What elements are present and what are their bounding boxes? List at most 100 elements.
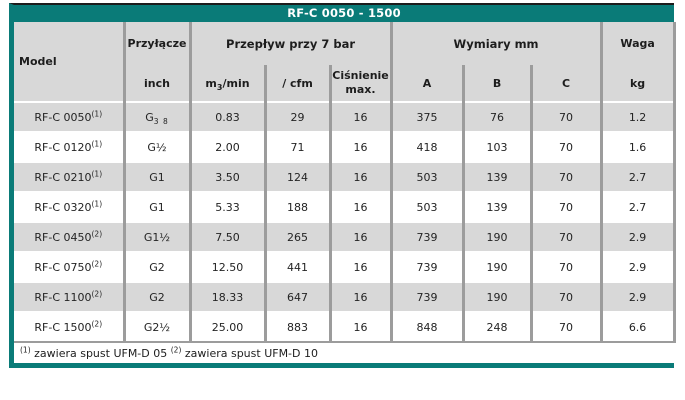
- table-row: RF-C 1500(2) G2½ 25.00 883 16 848 248 70 6.6: [14, 311, 676, 343]
- cell-model: RF-C 1500(2): [14, 311, 124, 343]
- cell-dim-c: 70: [529, 281, 602, 312]
- table-row: RF-C 0120(1) G½ 2.00 71 16 418 103 70 1.6: [14, 131, 676, 162]
- column-header-c: C: [529, 65, 602, 102]
- cell-weight-kg: 2.9: [599, 251, 676, 282]
- cell-cfm: 124: [263, 161, 330, 192]
- column-header-weight: Waga: [599, 22, 676, 65]
- cell-dim-c: 70: [529, 131, 602, 162]
- m3min-suffix: /min: [222, 76, 250, 90]
- column-group-flow: Przepływ przy 7 bar: [188, 22, 392, 65]
- cell-m3min: 3.50: [188, 161, 265, 192]
- model-footnote-marker: (1): [91, 108, 103, 118]
- model-footnote-marker: (2): [91, 258, 103, 268]
- cell-dim-b: 139: [461, 161, 532, 192]
- model-footnote-marker: (2): [91, 288, 103, 298]
- cell-m3min: 12.50: [188, 251, 265, 282]
- cell-weight-kg: 2.7: [599, 191, 676, 222]
- cell-connection: G3 8: [122, 101, 190, 132]
- cell-connection: G2½: [122, 311, 190, 343]
- cell-m3min: 2.00: [188, 131, 265, 162]
- column-header-b: B: [461, 65, 532, 102]
- cell-weight-kg: 2.7: [599, 161, 676, 192]
- cell-dim-c: 70: [529, 161, 602, 192]
- cell-connection: G2: [122, 281, 190, 312]
- footnote-marker-1: (1): [20, 344, 31, 354]
- column-header-cfm: / cfm: [263, 65, 330, 102]
- cell-dim-c: 70: [529, 191, 602, 222]
- column-group-dimensions: Wymiary mm: [389, 22, 602, 65]
- cell-dim-c: 70: [529, 311, 602, 343]
- cell-pressure-max: 16: [328, 311, 392, 343]
- cell-weight-kg: 1.2: [599, 101, 676, 132]
- cell-model: RF-C 1100(2): [14, 281, 124, 312]
- table-row: RF-C 0450(2) G1½ 7.50 265 16 739 190 70 2.9: [14, 221, 676, 252]
- cell-pressure-max: 16: [328, 281, 392, 312]
- cell-pressure-max: 16: [328, 221, 392, 252]
- cell-pressure-max: 16: [328, 101, 392, 132]
- cell-dim-a: 375: [389, 101, 464, 132]
- model-footnote-marker: (1): [91, 138, 103, 148]
- m3min-sub: 3: [216, 82, 223, 92]
- cell-model: RF-C 0050(1): [14, 101, 124, 132]
- column-header-a: A: [389, 65, 464, 102]
- table-header: Model Przyłącze Przepływ przy 7 bar Wymi…: [14, 22, 676, 102]
- footnote-marker-2: (2): [170, 344, 182, 354]
- table-footer: (1) zawiera spust UFM-D 05 (2) zawiera s…: [14, 342, 675, 363]
- cell-connection: G½: [122, 131, 190, 162]
- cell-connection: G1: [122, 161, 190, 192]
- cell-dim-a: 848: [389, 311, 464, 343]
- cell-dim-a: 503: [389, 191, 464, 222]
- cell-model: RF-C 0120(1): [14, 131, 124, 162]
- pressure-line1: Ciśnienie: [332, 68, 389, 82]
- m3min-prefix: m: [205, 76, 217, 90]
- cell-dim-b: 190: [461, 281, 532, 312]
- cell-pressure-max: 16: [328, 131, 392, 162]
- table-row: RF-C 0750(2) G2 12.50 441 16 739 190 70 2.9: [14, 251, 676, 282]
- cell-cfm: 29: [263, 101, 330, 132]
- cell-model: RF-C 0210(1): [14, 161, 124, 192]
- cell-connection: G1½: [122, 221, 190, 252]
- cell-dim-c: 70: [529, 251, 602, 282]
- cell-dim-b: 190: [461, 221, 532, 252]
- cell-cfm: 265: [263, 221, 330, 252]
- cell-cfm: 71: [263, 131, 330, 162]
- cell-m3min: 18.33: [188, 281, 265, 312]
- cell-dim-a: 739: [389, 221, 464, 252]
- cell-dim-c: 70: [529, 101, 602, 132]
- cell-pressure-max: 16: [328, 161, 392, 192]
- model-footnote-marker: (2): [91, 318, 103, 328]
- table-body: RF-C 0050(1) G3 8 0.83 29 16 375 76 70 1.2 RF-C 0…: [14, 101, 676, 343]
- footnote-text-1: zawiera spust UFM-D 05: [30, 346, 171, 360]
- column-header-kg: kg: [599, 65, 676, 102]
- column-header-model: Model: [14, 22, 124, 102]
- column-header-m3min: m3/min: [188, 65, 265, 102]
- footnote-row: (1) zawiera spust UFM-D 05 (2) zawiera s…: [14, 342, 675, 363]
- table-row: RF-C 1100(2) G2 18.33 647 16 739 190 70 2.9: [14, 281, 676, 312]
- cell-model: RF-C 0750(2): [14, 251, 124, 282]
- cell-dim-a: 739: [389, 251, 464, 282]
- cell-cfm: 647: [263, 281, 330, 312]
- connection-fraction: 3 8: [153, 116, 169, 126]
- cell-dim-a: 418: [389, 131, 464, 162]
- cell-weight-kg: 2.9: [599, 221, 676, 252]
- spec-table-sheet: RF-C 0050 - 1500 Model Przyłącze Przepły…: [9, 3, 676, 368]
- column-header-inch: inch: [122, 65, 190, 102]
- model-footnote-marker: (1): [91, 198, 103, 208]
- footnote-text-2: zawiera spust UFM-D 10: [181, 346, 318, 360]
- cell-weight-kg: 6.6: [599, 311, 676, 343]
- cell-m3min: 7.50: [188, 221, 265, 252]
- cell-cfm: 883: [263, 311, 330, 343]
- column-header-pressure: Ciśnienie max.: [328, 65, 392, 102]
- cell-dim-b: 103: [461, 131, 532, 162]
- cell-dim-c: 70: [529, 221, 602, 252]
- pressure-line2: max.: [345, 83, 376, 96]
- cell-model: RF-C 0450(2): [14, 221, 124, 252]
- table-title-bar: RF-C 0050 - 1500: [14, 5, 674, 22]
- cell-weight-kg: 2.9: [599, 281, 676, 312]
- cell-dim-b: 190: [461, 251, 532, 282]
- table-row: RF-C 0050(1) G3 8 0.83 29 16 375 76 70 1.2: [14, 101, 676, 132]
- cell-pressure-max: 16: [328, 251, 392, 282]
- cell-cfm: 188: [263, 191, 330, 222]
- cell-dim-a: 739: [389, 281, 464, 312]
